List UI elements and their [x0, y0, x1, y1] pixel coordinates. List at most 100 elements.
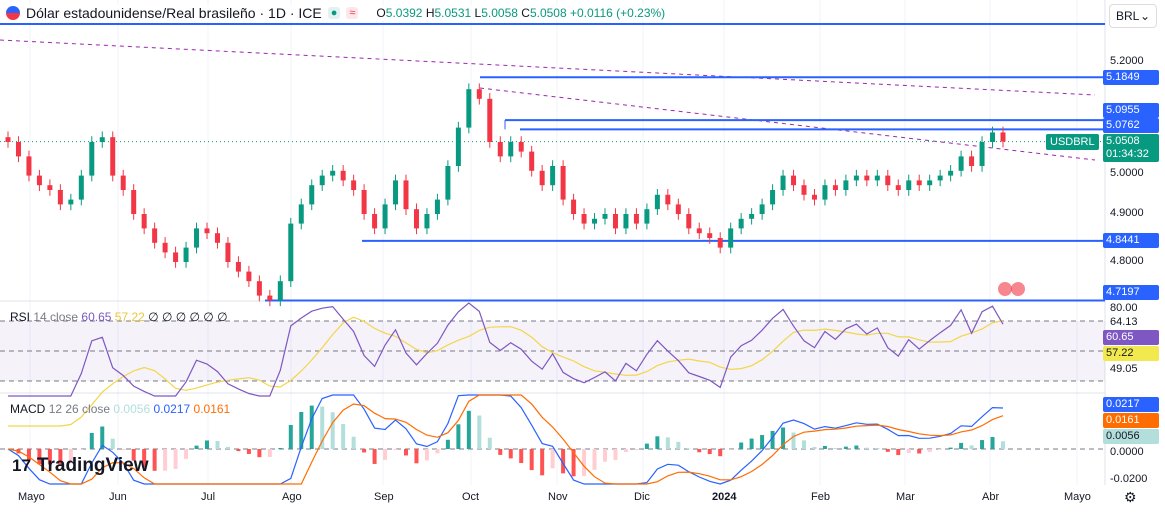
candle-body — [916, 180, 922, 186]
macd-histogram-bar — [288, 424, 293, 449]
candle-body — [424, 214, 430, 229]
candle-body — [319, 175, 325, 186]
candle-body — [78, 175, 84, 200]
macd-histogram-bar — [47, 449, 52, 465]
macd-histogram-bar — [822, 445, 827, 449]
symbol-title[interactable]: Dólar estadounidense/Real brasileño · 1D… — [26, 5, 322, 21]
candle-body — [937, 175, 943, 181]
macd-histogram-bar — [309, 405, 314, 449]
macd-histogram-bar — [445, 439, 450, 449]
macd-histogram-bar — [267, 449, 272, 457]
macd-histogram-bar — [414, 449, 419, 464]
candle-body — [529, 151, 535, 171]
candle-body — [560, 166, 566, 200]
candle-body — [183, 247, 189, 262]
price-label: 5.1849 — [1103, 70, 1159, 85]
macd-tick: -0.0200 — [1110, 473, 1148, 485]
date-tick: 2024 — [712, 491, 737, 503]
candle-body — [246, 271, 252, 282]
macd-histogram-bar — [623, 449, 628, 453]
macd-histogram-bar — [843, 446, 848, 449]
price-tick: 4.8000 — [1110, 255, 1144, 267]
macd-histogram-bar — [456, 424, 461, 449]
candle-body — [990, 132, 996, 142]
macd-histogram-bar — [864, 447, 869, 449]
macd-histogram-bar — [466, 410, 471, 449]
date-tick: Mayo — [18, 491, 45, 503]
rsi-ma-line — [8, 316, 1004, 427]
candle-body — [791, 175, 797, 186]
candle-body — [906, 180, 912, 190]
candle-body — [277, 281, 283, 301]
macd-histogram-bar — [550, 449, 555, 469]
market-open-icon: ● — [327, 7, 341, 19]
macd-histogram-bar — [540, 449, 545, 476]
symbol-tag: USDBRL — [1046, 134, 1099, 150]
price-tick: 4.9000 — [1110, 207, 1144, 219]
candle-body — [340, 170, 346, 181]
candle-body — [895, 185, 901, 190]
candle-body — [173, 252, 179, 262]
candle-body — [403, 180, 409, 210]
signal-value-label: 0.0161 — [1103, 413, 1159, 428]
date-tick: Jun — [109, 491, 127, 503]
macd-histogram-bar — [749, 438, 754, 449]
macd-histogram-bar — [697, 449, 702, 453]
macd-histogram-bar — [561, 449, 566, 474]
macd-histogram-bar — [959, 442, 964, 449]
macd-histogram-bar — [707, 449, 712, 455]
candle-body — [225, 242, 231, 262]
date-tick: Dic — [634, 491, 650, 503]
candle-body — [120, 175, 126, 190]
candle-body — [476, 89, 482, 99]
candle-body — [194, 228, 200, 248]
macd-histogram-bar — [205, 440, 209, 449]
settings-icon[interactable]: ⚙ — [1124, 489, 1137, 505]
macd-histogram-bar — [644, 443, 649, 449]
candle-body — [298, 204, 304, 224]
macd-histogram-bar — [948, 447, 953, 449]
candle-body — [770, 190, 776, 205]
candle-body — [665, 194, 671, 205]
macd-histogram-bar — [718, 449, 723, 457]
price-tick: 5.0000 — [1110, 167, 1144, 179]
candle-body — [372, 214, 378, 229]
macd-histogram-bar — [110, 438, 115, 449]
macd-histogram-bar — [938, 449, 943, 450]
macd-histogram-bar — [362, 449, 367, 453]
candle-body — [948, 170, 954, 176]
candle-body — [738, 218, 744, 229]
candle-body — [759, 204, 765, 214]
macd-histogram-bar — [917, 449, 922, 454]
macd-histogram-bar — [833, 448, 838, 449]
rsi-legend[interactable]: RSI 14 close 60.65 57.22 ∅ ∅ ∅ ∅ ∅ ∅ — [10, 310, 228, 324]
macd-histogram-bar — [906, 449, 911, 454]
candle-body — [550, 166, 556, 186]
macd-value-label: 0.0217 — [1103, 397, 1159, 412]
event-icon — [998, 282, 1012, 296]
macd-histogram-bar — [655, 436, 660, 449]
macd-histogram-bar — [26, 449, 31, 461]
candle-body — [571, 199, 577, 214]
candle-body — [256, 281, 262, 296]
currency-select[interactable]: BRL ⌄ — [1109, 4, 1157, 28]
macd-legend[interactable]: MACD 12 26 close 0.0056 0.0217 0.0161 — [10, 402, 231, 416]
candle-body — [927, 180, 933, 186]
candle-body — [581, 214, 587, 224]
rsi-ma-label: 57.22 — [1103, 346, 1159, 361]
macd-histogram-bar — [236, 449, 241, 452]
macd-histogram-bar — [603, 449, 607, 462]
macd-histogram-bar — [68, 449, 73, 462]
macd-histogram-bar — [58, 449, 63, 466]
macd-histogram-bar — [665, 437, 670, 449]
price-label: 4.7197 — [1103, 285, 1159, 300]
candle-body — [780, 175, 786, 190]
candle-body — [717, 238, 723, 248]
candle-body — [89, 142, 95, 176]
candle-body — [749, 214, 755, 219]
candle-body — [969, 156, 975, 166]
macd-histogram-bar — [37, 449, 42, 465]
candle-body — [592, 218, 598, 224]
macd-histogram-bar — [383, 449, 388, 460]
